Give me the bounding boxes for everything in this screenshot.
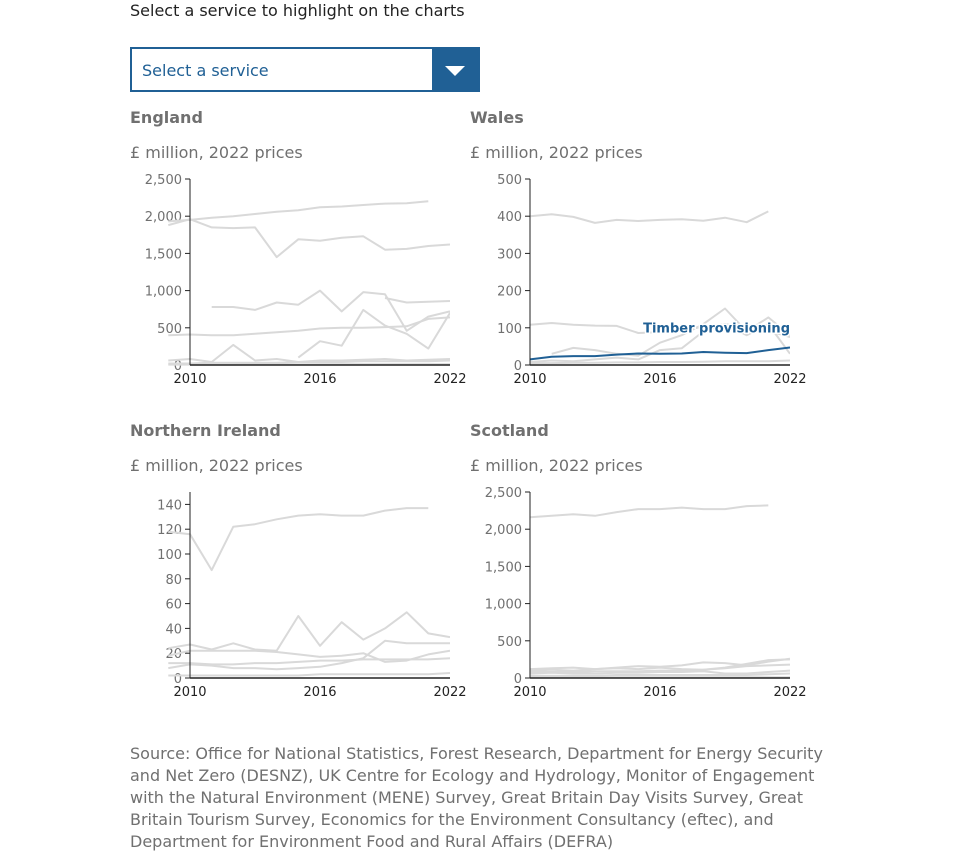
series-line[interactable] xyxy=(168,507,429,572)
series-line[interactable] xyxy=(168,218,450,259)
x-tick-label: 2022 xyxy=(433,685,466,700)
x-tick-label: 2010 xyxy=(513,685,546,700)
series-line[interactable] xyxy=(530,672,790,677)
panel-subtitle-northern-ireland: £ million, 2022 prices xyxy=(130,456,303,475)
service-select[interactable]: Select a service xyxy=(130,47,480,92)
x-tick-label: 2022 xyxy=(773,372,806,387)
series-line[interactable] xyxy=(211,289,450,332)
panel-subtitle-wales: £ million, 2022 prices xyxy=(470,143,643,162)
series-line[interactable] xyxy=(168,200,429,223)
panel-title-england: England xyxy=(130,108,203,127)
series-line[interactable] xyxy=(384,297,450,304)
y-tick-label: 1,500 xyxy=(145,247,182,262)
y-tick-label: 0 xyxy=(174,672,182,687)
series-line[interactable] xyxy=(168,343,450,363)
series-line-highlighted[interactable] xyxy=(529,346,790,361)
series-line[interactable] xyxy=(529,210,769,224)
series-line[interactable] xyxy=(297,308,450,359)
y-tick-label: 300 xyxy=(497,247,522,262)
series-line[interactable] xyxy=(530,663,790,673)
y-tick-label: 140 xyxy=(157,498,182,513)
y-tick-label: 0 xyxy=(514,672,522,687)
chart-wales: 0 100 200 300 400 500 2010 2016 2022 Timber provi… xyxy=(497,173,806,387)
series-line[interactable] xyxy=(529,669,790,675)
y-tick-label: 1,000 xyxy=(485,598,522,613)
series-line[interactable] xyxy=(168,672,450,677)
x-tick-label: 2022 xyxy=(433,372,466,387)
series-line[interactable] xyxy=(168,611,450,652)
y-tick-label: 120 xyxy=(157,523,182,538)
source-note: Source: Office for National Statistics, … xyxy=(130,744,823,851)
y-tick-label: 100 xyxy=(497,322,522,337)
series-line[interactable] xyxy=(530,359,790,365)
y-tick-label: 2,000 xyxy=(485,523,522,538)
y-tick-label: 500 xyxy=(157,322,182,337)
y-tick-label: 2,500 xyxy=(485,486,522,501)
y-tick-label: 1,500 xyxy=(485,560,522,575)
y-tick-label: 0 xyxy=(514,359,522,374)
x-tick-label: 2010 xyxy=(173,685,206,700)
y-tick-label: 400 xyxy=(497,210,522,225)
intro-text: Select a service to highlight on the cha… xyxy=(130,1,465,20)
series-line[interactable] xyxy=(168,359,450,365)
x-tick-label: 2016 xyxy=(303,372,336,387)
x-tick-label: 2016 xyxy=(303,685,336,700)
x-tick-label: 2016 xyxy=(643,372,676,387)
panel-title-northern-ireland: Northern Ireland xyxy=(130,421,281,440)
series-line[interactable] xyxy=(168,316,450,337)
x-tick-label: 2022 xyxy=(773,685,806,700)
y-tick-label: 60 xyxy=(165,598,182,613)
y-tick-label: 1,000 xyxy=(145,285,182,300)
x-tick-label: 2010 xyxy=(513,372,546,387)
series-line[interactable] xyxy=(529,322,790,339)
y-tick-label: 40 xyxy=(165,622,182,637)
y-tick-label: 500 xyxy=(497,635,522,650)
panel-subtitle-england: £ million, 2022 prices xyxy=(130,143,303,162)
series-line[interactable] xyxy=(551,307,790,357)
x-tick-label: 2010 xyxy=(173,372,206,387)
y-tick-label: 500 xyxy=(497,173,522,188)
y-tick-label: 80 xyxy=(165,573,182,588)
series-label-annotation: Timber provisioning xyxy=(643,321,790,336)
series-line[interactable] xyxy=(168,649,450,663)
select-dropdown-button[interactable] xyxy=(432,49,478,90)
y-tick-label: 100 xyxy=(157,548,182,563)
y-tick-label: 0 xyxy=(174,359,182,374)
x-tick-label: 2016 xyxy=(643,685,676,700)
panel-title-wales: Wales xyxy=(470,108,524,127)
y-tick-label: 200 xyxy=(497,285,522,300)
y-tick-label: 2,500 xyxy=(145,173,182,188)
series-line[interactable] xyxy=(529,504,769,519)
chevron-down-icon xyxy=(445,66,465,76)
panel-subtitle-scotland: £ million, 2022 prices xyxy=(470,456,643,475)
series-line[interactable] xyxy=(168,639,450,671)
panel-title-scotland: Scotland xyxy=(470,421,549,440)
chart-scotland: 0 500 1,000 1,500 2,000 2,500 2010 2016 2022 xyxy=(485,486,807,700)
series-line[interactable] xyxy=(529,658,790,672)
series-line[interactable] xyxy=(529,323,790,363)
series-line[interactable] xyxy=(168,657,450,666)
service-select-label: Select a service xyxy=(142,61,269,80)
